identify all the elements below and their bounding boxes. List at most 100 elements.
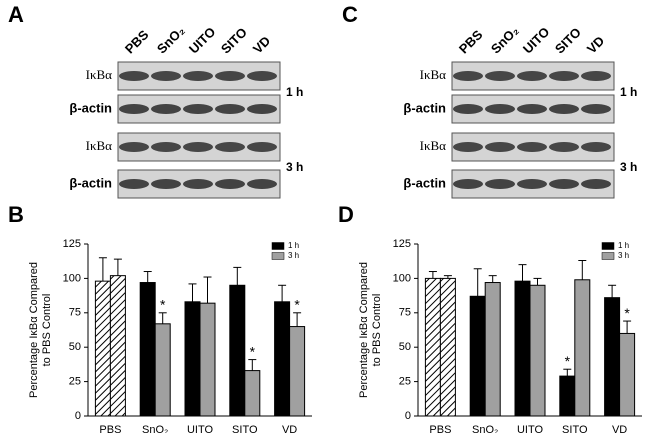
x-tick-label: UITO [517,424,544,433]
bar [139,282,156,417]
bar [109,275,126,417]
bar [469,295,486,417]
bar [154,323,171,417]
significance-mark: * [294,297,300,313]
band [485,142,515,152]
bar [424,277,441,417]
lane-label: SITO [218,25,250,57]
y-tick-label: 50 [69,341,81,353]
legend-label: 3 h [288,251,299,260]
band [581,104,611,114]
y-tick-label: 25 [69,376,81,388]
x-tick-label: SnO₂ [472,424,498,433]
band [183,104,213,114]
bar [244,370,261,417]
panel-label: B [8,202,24,227]
x-tick-label: SnO₂ [142,424,168,433]
band [453,142,483,152]
significance-mark: * [250,343,256,359]
time-label: 3 h [620,160,637,174]
band [517,179,547,189]
error-bar [233,266,242,286]
band [119,104,149,114]
bar [484,282,501,417]
bar [274,301,291,417]
band [151,71,181,81]
band [549,179,579,189]
y-tick-label: 50 [399,341,411,353]
y-tick-label: 75 [399,307,411,319]
error-bar [533,277,542,286]
error-bar [188,283,197,302]
lane-label: UITO [186,24,218,56]
band [247,142,277,152]
band [549,71,579,81]
time-label: 3 h [286,160,303,174]
x-tick-label: PBS [429,424,451,433]
error-bar [488,275,497,283]
y-tick-label: 100 [393,272,411,284]
error-bar [293,312,302,327]
row-label: IκBα [420,67,447,82]
band [247,179,277,189]
error-bar [203,276,212,304]
lane-label: PBS [456,27,486,57]
error-bar [518,264,527,282]
band [581,71,611,81]
band [151,179,181,189]
lane-label: SnO₂ [488,23,522,57]
x-tick-label: SITO [562,424,588,433]
legend-swatch [271,252,285,260]
row-label: β-actin [403,100,446,115]
y-axis-label: Percentage IκBα Compared [28,262,40,398]
row-label: β-actin [403,175,446,190]
band [485,104,515,114]
significance-mark: * [565,353,571,369]
bar [619,332,636,417]
row-label: IκBα [86,67,113,82]
band [183,179,213,189]
error-bar [113,258,122,276]
bar [559,375,576,417]
band [183,71,213,81]
y-tick-label: 100 [63,272,81,284]
lane-label: UITO [520,24,552,56]
legend-label: 1 h [288,241,299,250]
lane-label: SITO [552,25,584,57]
error-bar [563,368,572,377]
row-label: IκBα [86,138,113,153]
band [247,104,277,114]
time-label: 1 h [620,85,637,99]
x-tick-label: VD [612,424,627,433]
error-bar [248,359,257,371]
lane-label: SnO₂ [154,23,188,57]
band [517,104,547,114]
band [119,71,149,81]
row-label: β-actin [69,100,112,115]
bar [289,326,306,417]
band [215,142,245,152]
lane-label: VD [250,33,273,56]
error-bar [443,275,452,279]
panel-label: D [338,202,354,227]
bar [199,302,216,417]
band [215,104,245,114]
bar [604,297,621,417]
significance-mark: * [624,305,630,321]
significance-mark: * [160,297,166,313]
y-tick-label: 125 [393,238,411,250]
panel-label: C [342,2,358,27]
row-label: β-actin [69,175,112,190]
band [485,179,515,189]
band [581,179,611,189]
band [215,179,245,189]
error-bar [143,271,152,283]
y-tick-label: 75 [69,307,81,319]
band [453,71,483,81]
bar [94,280,111,417]
legend-swatch [601,252,615,260]
error-bar [578,260,587,280]
bar [229,284,246,417]
y-axis-label: Percentage IκBα Compared [358,262,370,398]
